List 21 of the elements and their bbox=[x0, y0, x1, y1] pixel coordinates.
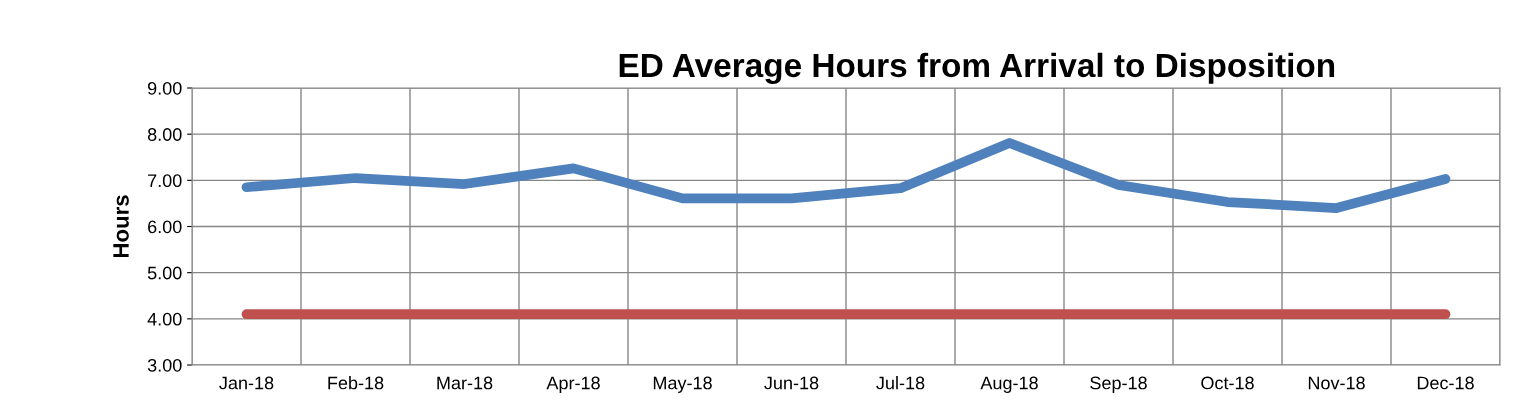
chart-title: ED Average Hours from Arrival to Disposition bbox=[619, 52, 1335, 84]
y-tick-label: 6.00 bbox=[148, 220, 182, 234]
x-tick-label: Apr-18 bbox=[546, 376, 600, 393]
x-tick-label: Mar-18 bbox=[437, 376, 493, 390]
y-tick-label: 5.00 bbox=[147, 266, 182, 280]
x-tick-label: Dec-18 bbox=[1417, 376, 1474, 390]
y-tick-label: 7.00 bbox=[148, 174, 182, 188]
x-tick-label: Aug-18 bbox=[980, 376, 1038, 393]
y-tick-label: 8.00 bbox=[147, 128, 182, 141]
x-tick-label: Jun-18 bbox=[764, 376, 819, 390]
x-tick-label: May-18 bbox=[653, 376, 712, 393]
x-tick-label: Jan-18 bbox=[219, 376, 274, 390]
y-tick-label: 4.00 bbox=[147, 312, 182, 326]
x-tick-label: Nov-18 bbox=[1308, 376, 1365, 390]
y-tick-label: 9.00 bbox=[147, 81, 182, 95]
x-tick-label: Feb-18 bbox=[328, 376, 384, 390]
x-tick-label: Sep-18 bbox=[1090, 376, 1147, 393]
y-tick-label: 3.00 bbox=[147, 358, 182, 372]
y-axis-title: Hours bbox=[113, 195, 129, 258]
x-tick-label: Oct-18 bbox=[1201, 376, 1254, 390]
x-tick-label: Jul-18 bbox=[876, 376, 925, 390]
